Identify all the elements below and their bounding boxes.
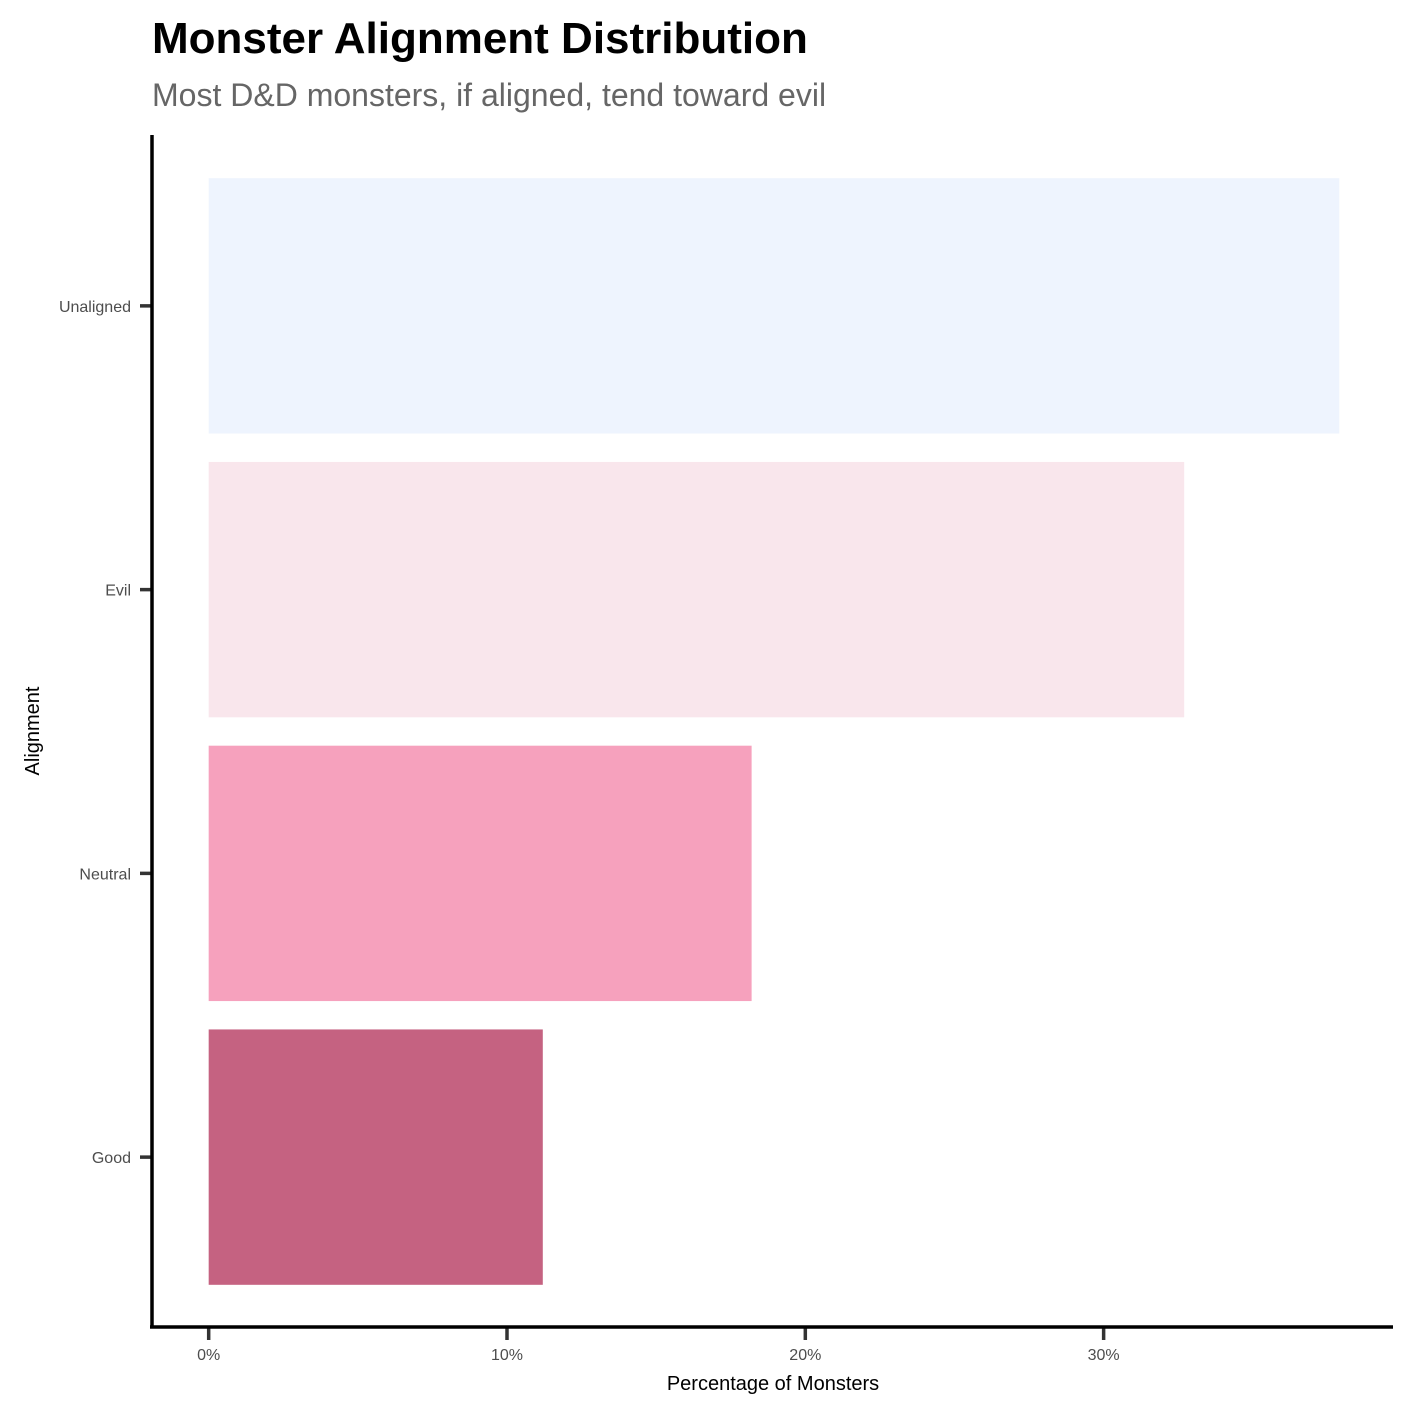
chart-subtitle: Most D&D monsters, if aligned, tend towa…	[152, 77, 827, 113]
bars-group	[208, 178, 1340, 1285]
bar-good	[208, 1029, 543, 1285]
y-axis-title: Alignment	[22, 686, 44, 775]
chart-title: Monster Alignment Distribution	[152, 14, 808, 63]
bar-neutral	[208, 745, 752, 1002]
y-tick-label: Good	[92, 1150, 131, 1167]
x-tick-label: 10%	[491, 1347, 523, 1364]
x-tick-label: 20%	[789, 1347, 821, 1364]
y-tick-label: Unaligned	[59, 299, 131, 316]
x-axis-title: Percentage of Monsters	[667, 1373, 879, 1395]
x-tick-label: 30%	[1088, 1347, 1120, 1364]
y-tick-label: Neutral	[79, 866, 131, 883]
x-axis-ticks: 0% 10% 20% 30%	[197, 1328, 1120, 1364]
bar-evil	[208, 461, 1185, 718]
y-tick-label: Evil	[105, 583, 131, 600]
x-tick-label: 0%	[197, 1347, 220, 1364]
y-axis-ticks: Unaligned Evil Neutral Good	[59, 299, 152, 1167]
bar-unaligned	[208, 178, 1340, 434]
